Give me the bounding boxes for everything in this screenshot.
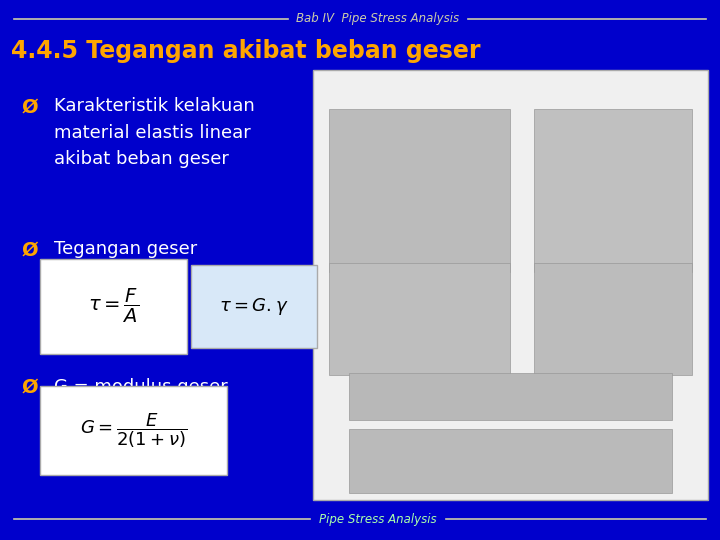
FancyBboxPatch shape bbox=[348, 373, 672, 420]
Text: Ø: Ø bbox=[22, 240, 38, 259]
FancyBboxPatch shape bbox=[191, 265, 317, 348]
FancyBboxPatch shape bbox=[534, 109, 692, 272]
Text: Ø: Ø bbox=[22, 378, 38, 397]
Text: 4.4.5 Tegangan akibat beban geser: 4.4.5 Tegangan akibat beban geser bbox=[11, 39, 480, 63]
FancyBboxPatch shape bbox=[40, 386, 227, 475]
Text: $\tau = G.\gamma$: $\tau = G.\gamma$ bbox=[219, 296, 289, 317]
Text: G = modulus geser: G = modulus geser bbox=[54, 378, 228, 396]
FancyBboxPatch shape bbox=[329, 264, 510, 375]
Text: Pipe Stress Analysis: Pipe Stress Analysis bbox=[319, 513, 437, 526]
Text: Karakteristik kelakuan
material elastis linear
akibat beban geser: Karakteristik kelakuan material elastis … bbox=[54, 97, 255, 168]
FancyBboxPatch shape bbox=[313, 70, 708, 500]
Text: Tegangan geser: Tegangan geser bbox=[54, 240, 197, 258]
FancyBboxPatch shape bbox=[329, 109, 510, 272]
FancyBboxPatch shape bbox=[40, 259, 187, 354]
Text: Ø: Ø bbox=[22, 97, 38, 116]
Text: $\tau = \dfrac{F}{A}$: $\tau = \dfrac{F}{A}$ bbox=[88, 287, 139, 326]
Text: Bab IV  Pipe Stress Analysis: Bab IV Pipe Stress Analysis bbox=[297, 12, 459, 25]
Text: $G = \dfrac{E}{2(1+\nu)}$: $G = \dfrac{E}{2(1+\nu)}$ bbox=[80, 411, 186, 450]
FancyBboxPatch shape bbox=[534, 264, 692, 375]
FancyBboxPatch shape bbox=[348, 429, 672, 493]
